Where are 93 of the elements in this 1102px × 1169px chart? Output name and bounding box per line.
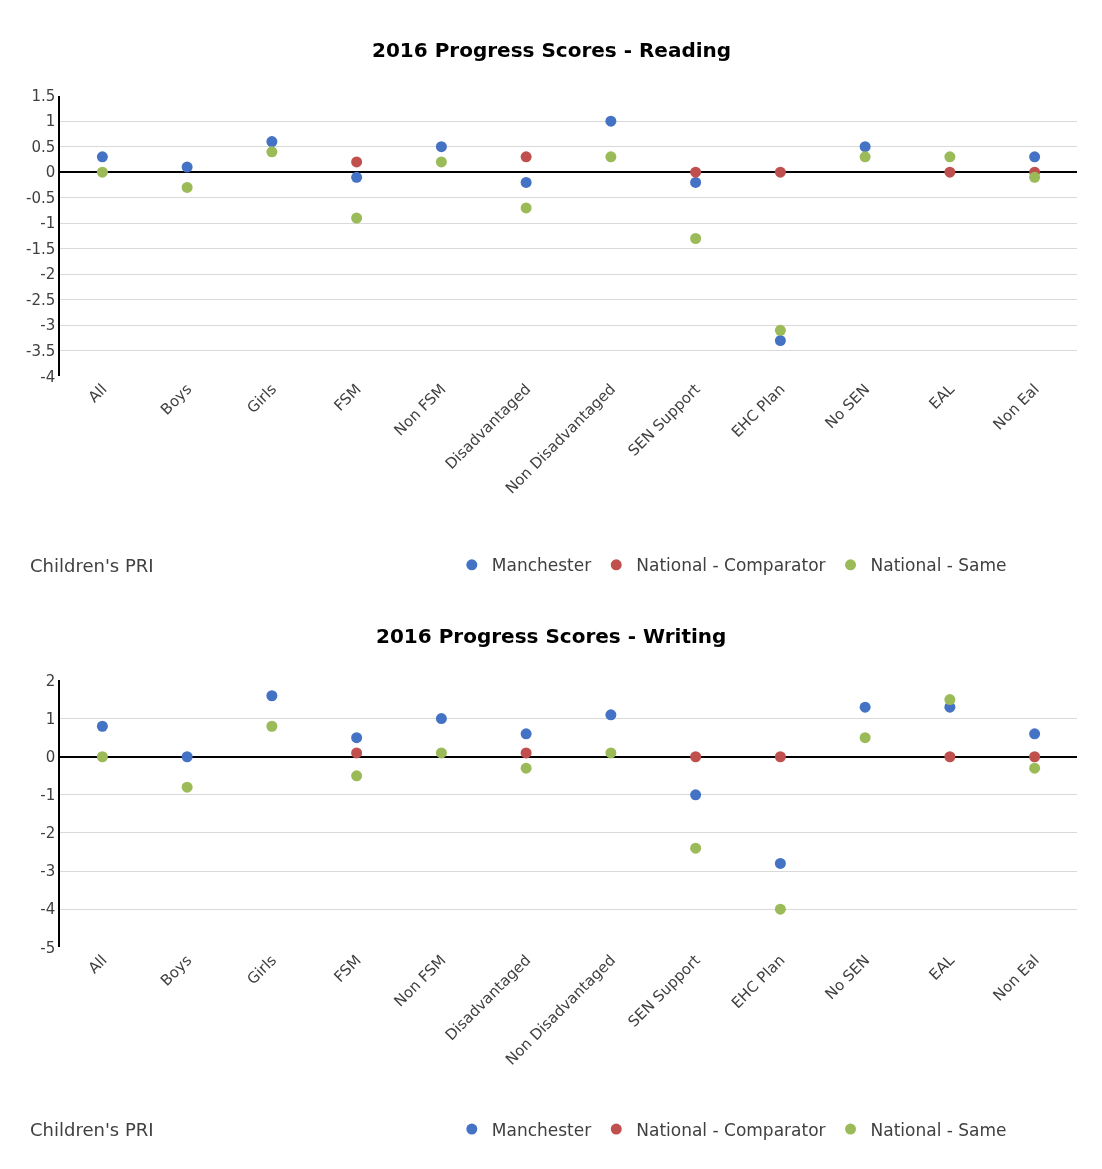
y-tick-label: 0 <box>45 163 56 182</box>
y-tick-label: 1 <box>45 709 56 728</box>
point <box>351 171 363 183</box>
legend-label: National - Same <box>870 555 1007 576</box>
y-tick-label: 2 <box>45 671 56 690</box>
point <box>1029 728 1041 740</box>
point <box>520 728 532 740</box>
y-tick-label: -1 <box>40 214 56 233</box>
point <box>944 751 956 763</box>
x-tick-label: Non Eal <box>989 380 1043 434</box>
point <box>690 842 702 854</box>
point <box>520 762 532 774</box>
y-tick-label: 1.5 <box>31 86 56 105</box>
point <box>859 732 871 744</box>
point <box>96 151 108 163</box>
point <box>435 141 447 153</box>
y-tick-label: -4 <box>40 900 56 919</box>
point <box>96 720 108 732</box>
y-tick-label: -2 <box>40 265 56 284</box>
point <box>266 146 278 158</box>
y-tick-label: -4 <box>40 367 56 386</box>
point <box>690 176 702 188</box>
chart-title: 2016 Progress Scores - Writing <box>376 624 727 648</box>
point <box>605 747 617 759</box>
point <box>96 751 108 763</box>
point <box>1029 171 1041 183</box>
point <box>351 747 363 759</box>
legend-label: Manchester <box>491 1119 592 1140</box>
point <box>944 151 956 163</box>
y-tick-label: -2 <box>40 824 56 843</box>
point <box>774 324 786 336</box>
point <box>266 136 278 148</box>
x-tick-label: All <box>84 380 111 407</box>
y-tick-label: 0 <box>45 747 56 766</box>
point <box>605 151 617 163</box>
x-tick-label: EAL <box>925 950 959 984</box>
y-tick-label: -1.5 <box>25 239 56 258</box>
point <box>690 751 702 763</box>
point <box>774 335 786 347</box>
point <box>605 709 617 721</box>
x-tick-label: All <box>84 951 111 978</box>
point <box>690 789 702 801</box>
point <box>1029 751 1041 763</box>
point <box>944 694 956 706</box>
y-tick-label: 1 <box>45 112 56 131</box>
point <box>774 903 786 915</box>
x-tick-label: EAL <box>925 379 959 413</box>
y-tick-label: -5 <box>40 938 56 957</box>
y-tick-label: -1 <box>40 786 56 805</box>
point <box>859 701 871 713</box>
y-tick-label: -2.5 <box>25 290 56 309</box>
point <box>520 176 532 188</box>
y-tick-label: -0.5 <box>25 188 56 207</box>
point <box>266 720 278 732</box>
point <box>605 115 617 127</box>
point <box>351 770 363 782</box>
text: Children's PRI <box>30 1119 154 1140</box>
point <box>520 747 532 759</box>
point <box>181 161 193 173</box>
point <box>1029 151 1041 163</box>
point <box>774 166 786 178</box>
point <box>351 156 363 168</box>
point <box>690 233 702 244</box>
legend-label: National - Same <box>870 1119 1007 1140</box>
text: Children's PRI <box>30 555 154 576</box>
y-tick-label: -3.5 <box>25 341 56 360</box>
point <box>435 747 447 759</box>
point <box>520 151 532 163</box>
point <box>96 166 108 178</box>
point <box>774 751 786 763</box>
point <box>859 141 871 153</box>
point <box>351 212 363 224</box>
point <box>774 857 786 869</box>
point <box>435 156 447 168</box>
y-tick-label: -3 <box>40 316 56 335</box>
point <box>520 202 532 214</box>
legend-label: Manchester <box>491 555 592 576</box>
chart-title: 2016 Progress Scores - Reading <box>372 38 732 62</box>
y-tick-label: 0.5 <box>31 137 56 156</box>
point <box>944 166 956 178</box>
point <box>181 781 193 793</box>
x-tick-label: Non Eal <box>989 951 1043 1005</box>
point <box>859 151 871 163</box>
point <box>266 690 278 702</box>
point <box>181 751 193 763</box>
point <box>435 713 447 725</box>
point <box>1029 762 1041 774</box>
y-tick-label: -3 <box>40 862 56 881</box>
point <box>351 732 363 744</box>
point <box>181 181 193 193</box>
point <box>690 166 702 178</box>
legend-label: National - Comparator <box>636 1119 826 1140</box>
legend-label: National - Comparator <box>636 555 826 576</box>
